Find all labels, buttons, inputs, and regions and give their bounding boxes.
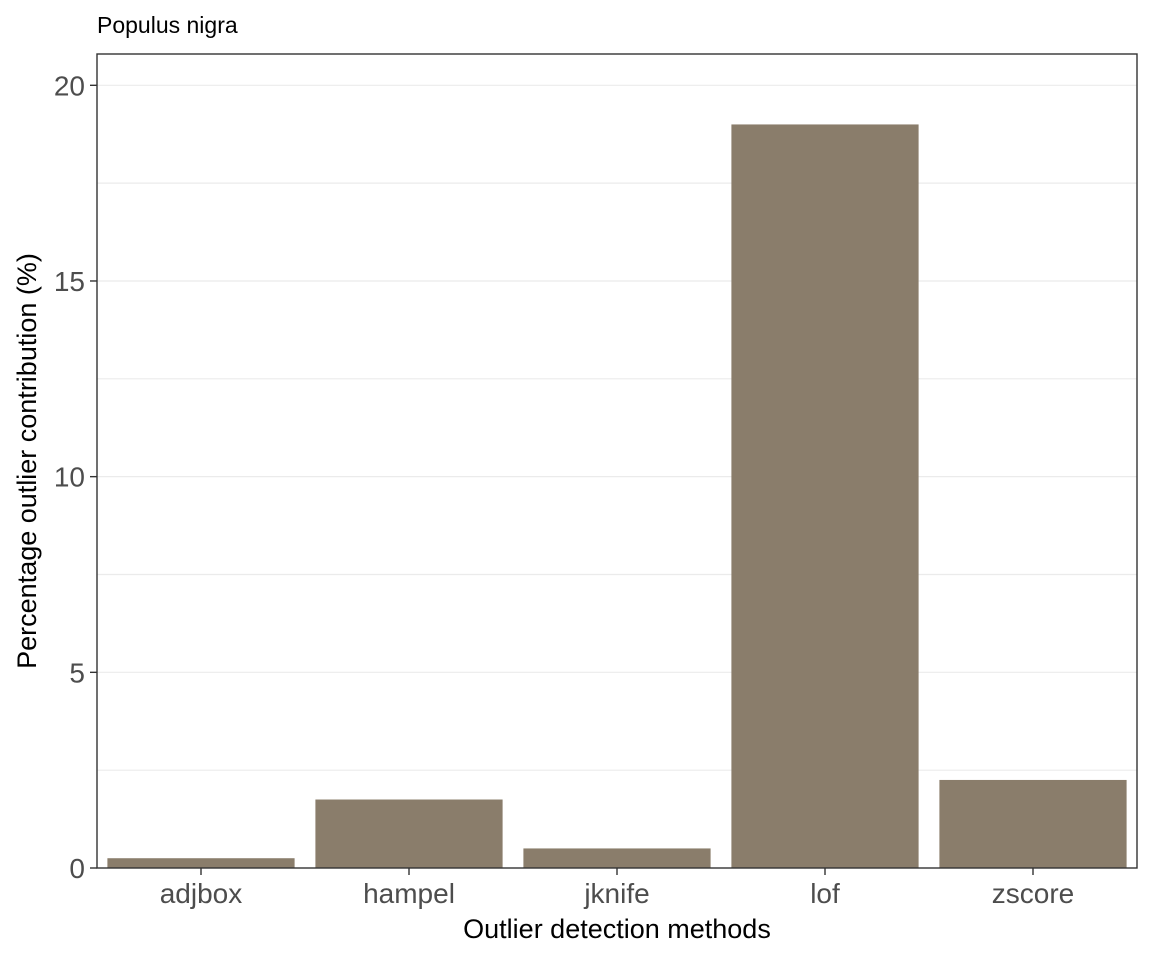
y-tick-label: 10: [54, 462, 85, 493]
x-tick-label-zscore: zscore: [992, 878, 1074, 909]
y-tick-label: 20: [54, 70, 85, 101]
plot-panel-border: [96, 53, 1138, 869]
chart-title: Populus nigra: [97, 12, 238, 38]
x-tick-label-lof: lof: [810, 878, 840, 909]
y-axis: 0 5 10 15 20: [54, 70, 97, 884]
y-tick-label: 0: [69, 853, 85, 884]
x-tick-label-adjbox: adjbox: [160, 878, 243, 909]
x-tick-label-hampel: hampel: [363, 878, 455, 909]
y-axis-title: Percentage outlier contribution (%): [12, 253, 42, 669]
gridlines: [97, 84, 1137, 771]
x-axis: adjbox hampel jknife lof zscore: [160, 868, 1074, 909]
bar-adjbox: [107, 858, 295, 868]
bar-hampel: [315, 799, 503, 868]
bars: [107, 124, 1127, 868]
bar-jknife: [523, 848, 711, 868]
y-tick-label: 15: [54, 266, 85, 297]
bar-lof: [731, 124, 919, 868]
bar-zscore: [939, 779, 1127, 868]
x-tick-label-jknife: jknife: [583, 878, 649, 909]
x-axis-title: Outlier detection methods: [463, 914, 771, 944]
y-tick-label: 5: [69, 657, 85, 688]
